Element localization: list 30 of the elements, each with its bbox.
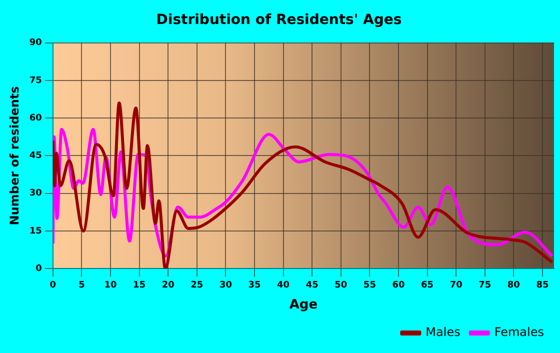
x-tick-label: 0: [50, 280, 56, 290]
x-tick-label: 30: [219, 280, 232, 290]
x-tick-label: 25: [190, 280, 204, 290]
x-tick-label: 40: [277, 280, 290, 290]
y-tick-label: 75: [29, 76, 42, 86]
y-tick-label: 90: [29, 38, 42, 48]
x-axis-title: Age: [289, 298, 318, 313]
x-tick-label: 60: [392, 280, 405, 290]
y-tick-label: 0: [36, 264, 42, 274]
x-tick-label: 15: [133, 280, 146, 290]
x-tick-label: 85: [536, 280, 549, 290]
y-axis-title: Number of residents: [7, 86, 22, 226]
x-tick-label: 45: [306, 280, 318, 290]
y-tick-label: 45: [29, 151, 42, 162]
x-tick-label: 10: [104, 280, 117, 290]
chart-title: Distribution of Residents' Ages: [156, 12, 402, 28]
y-tick-label: 30: [29, 188, 42, 199]
x-tick-label: 65: [421, 280, 434, 290]
x-tick-label: 20: [162, 280, 174, 290]
x-tick-label: 70: [450, 280, 462, 290]
legend-label: Males: [426, 325, 460, 340]
legend-label: Females: [494, 325, 544, 340]
x-tick-label: 55: [363, 280, 376, 290]
y-tick-label: 15: [29, 226, 42, 236]
x-tick-label: 80: [507, 280, 520, 290]
x-tick-label: 50: [334, 280, 348, 290]
x-tick-label: 75: [478, 280, 492, 290]
x-tick-label: 35: [248, 280, 261, 290]
y-tick-label: 60: [29, 113, 42, 124]
x-tick-label: 5: [78, 280, 85, 290]
